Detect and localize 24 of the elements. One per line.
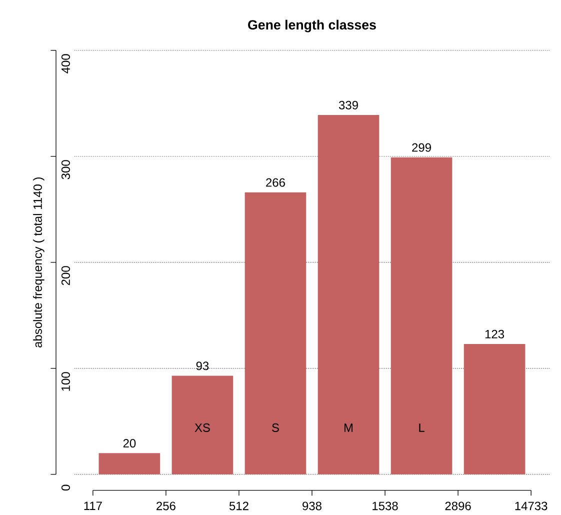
data-label: 123 [485, 330, 504, 339]
y-axis-title: absolute frequency ( total 1140 ) [33, 178, 44, 348]
text: 2896 [445, 502, 471, 510]
data-label: 339 [338, 101, 358, 110]
data-label: 93 [196, 362, 209, 370]
x-tick-label: L [419, 424, 424, 432]
y-tick-label: 400 [61, 54, 70, 74]
data-label: 266 [266, 178, 285, 187]
data-label: 20 [123, 439, 136, 448]
y-tick-label: 200 [61, 266, 70, 286]
y-tick-label: 300 [61, 160, 70, 180]
text: 512 [229, 502, 248, 510]
data-label: 299 [412, 143, 431, 152]
x-tick-label: S [272, 424, 279, 432]
y-tick-label: 0 [61, 484, 70, 491]
y-tick-label: 100 [61, 372, 70, 391]
chart-title: Gene length classes [248, 20, 376, 32]
text: 938 [302, 502, 322, 510]
text: 117 [84, 502, 102, 510]
x-tick-label: XS [194, 424, 210, 432]
text: 256 [156, 502, 176, 510]
x-tick-label: M [344, 424, 353, 432]
text: 14733 [515, 502, 548, 510]
text: 1538 [372, 502, 398, 510]
